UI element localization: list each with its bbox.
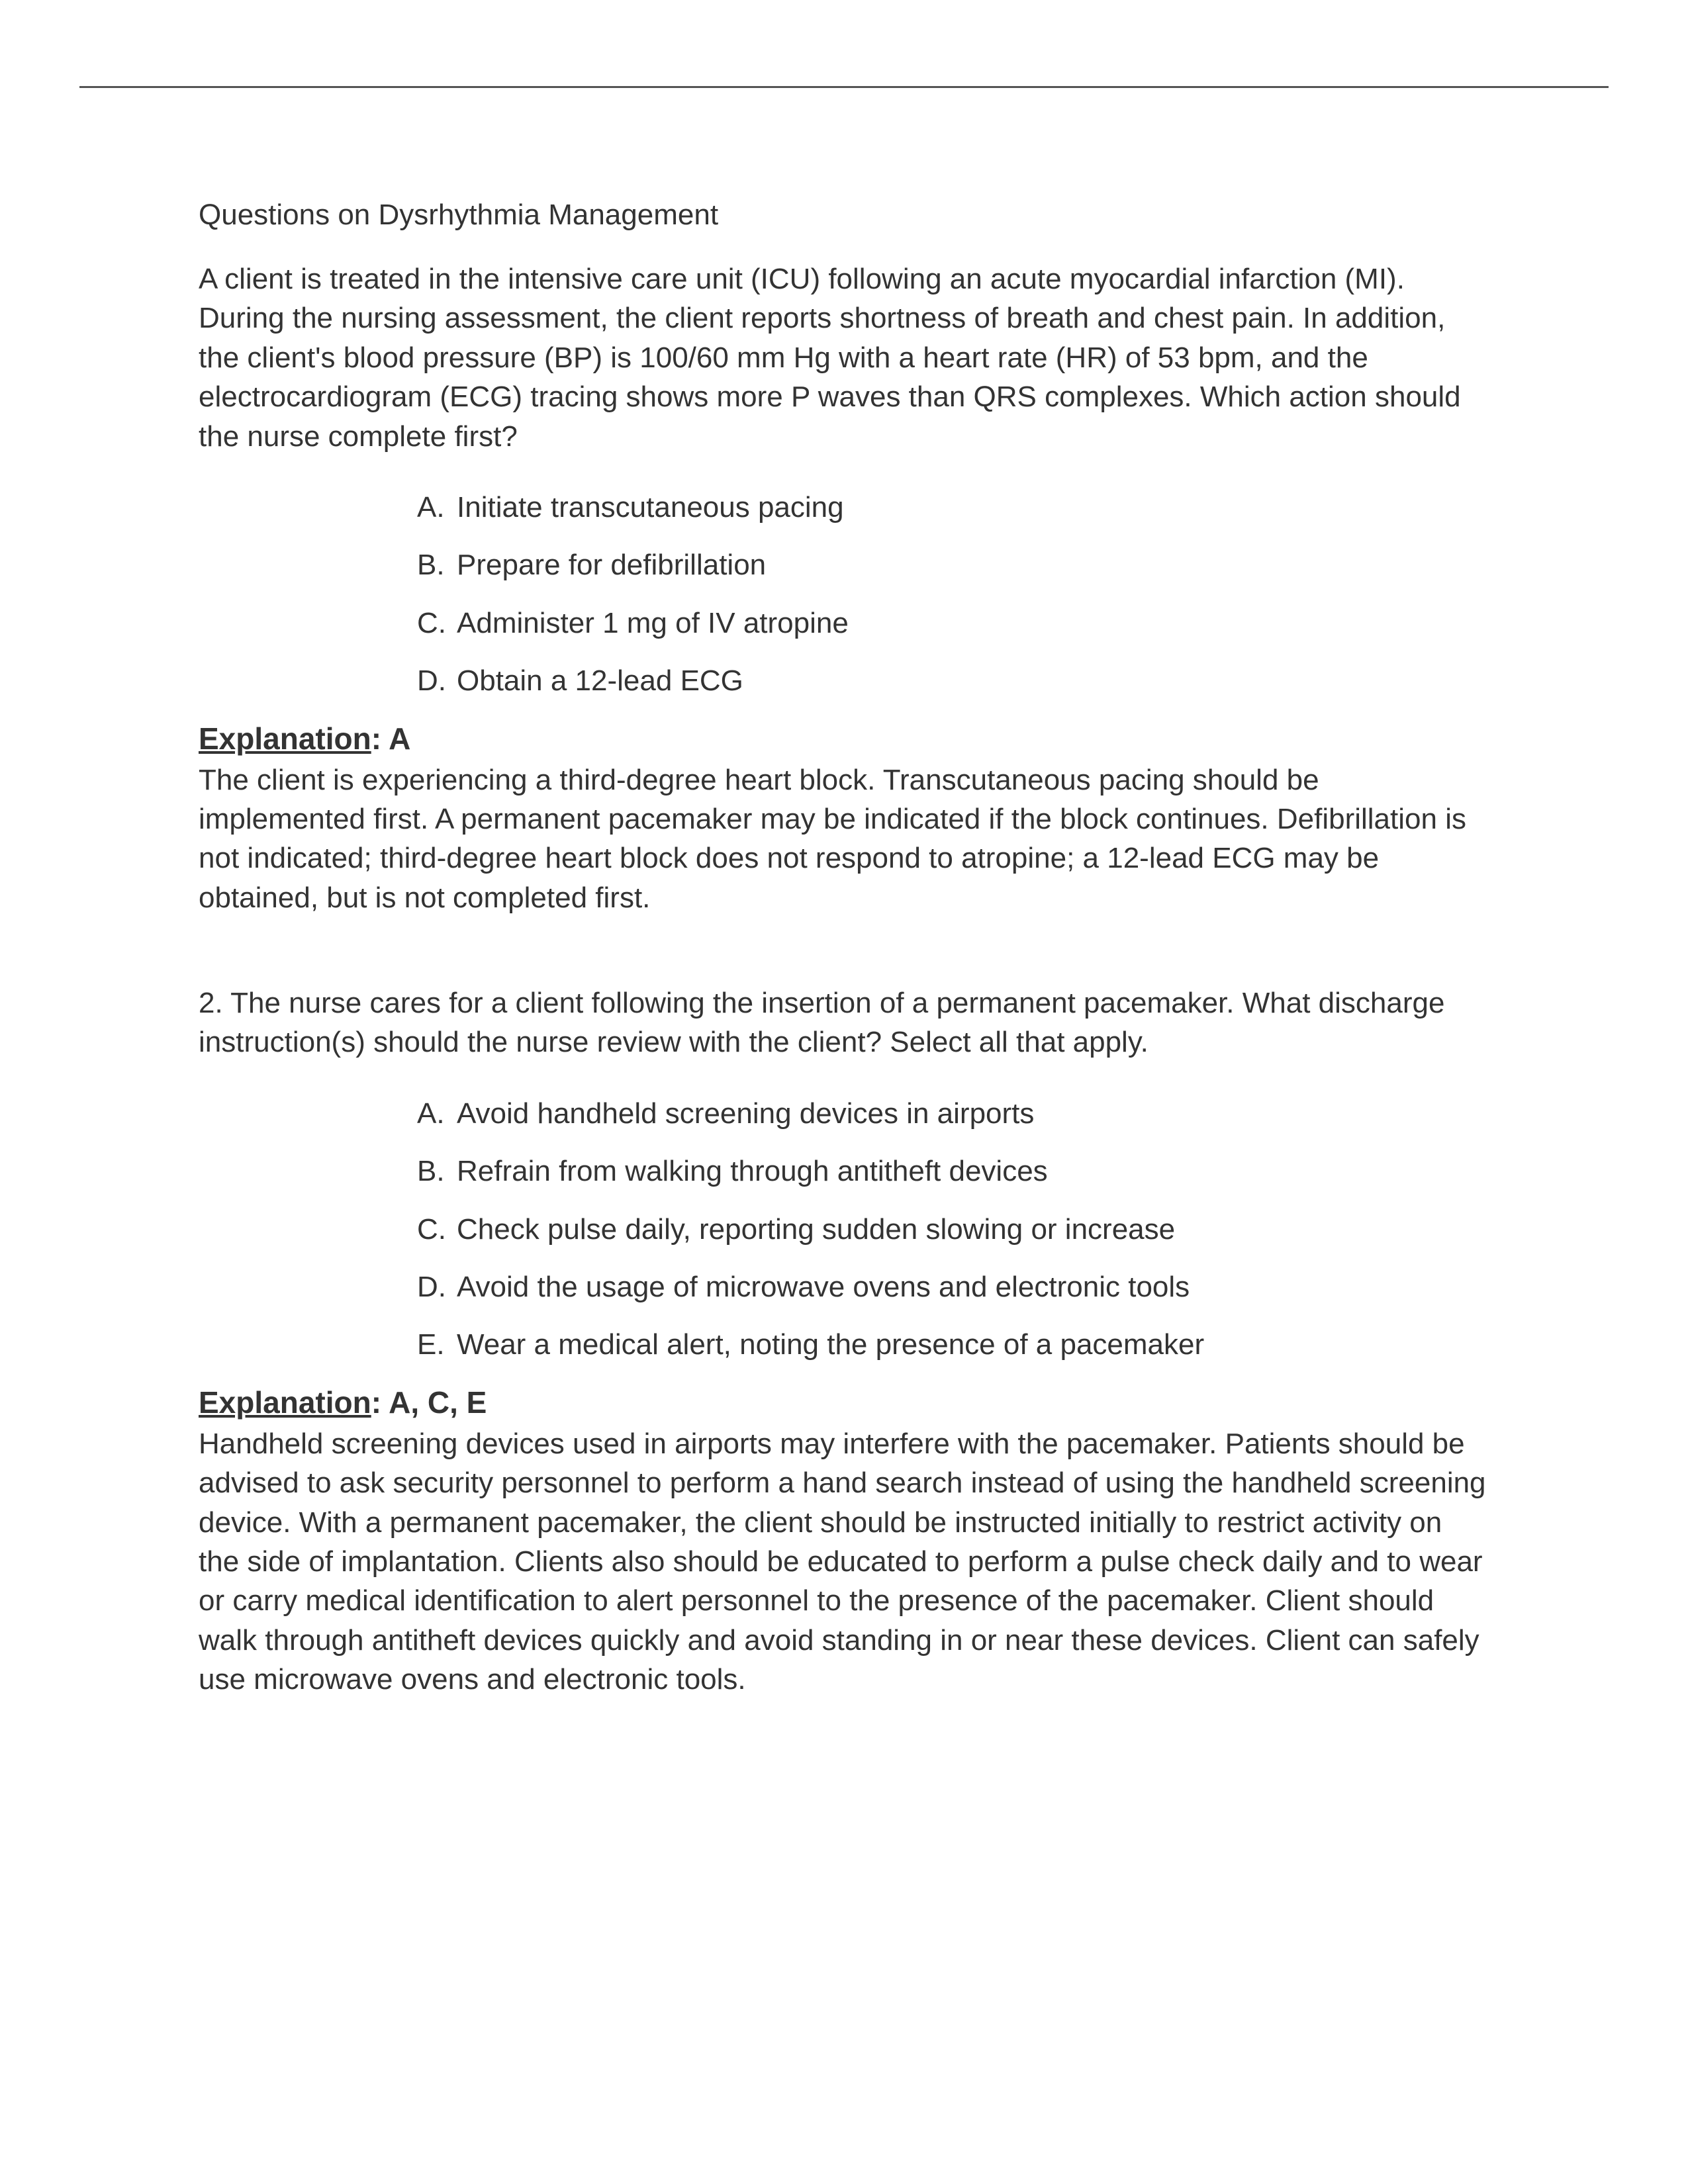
q2-explanation-heading: Explanation: A, C, E: [199, 1385, 1489, 1420]
explanation-colon: :: [371, 1385, 389, 1420]
option-letter: E.: [417, 1325, 457, 1364]
explanation-label: Explanation: [199, 1385, 371, 1420]
q2-explanation-body: Handheld screening devices used in airpo…: [199, 1424, 1489, 1700]
q2-option-e: E. Wear a medical alert, noting the pres…: [417, 1325, 1489, 1364]
q2-option-a: A. Avoid handheld screening devices in a…: [417, 1094, 1489, 1133]
option-text: Obtain a 12-lead ECG: [457, 661, 1489, 700]
option-text: Avoid handheld screening devices in airp…: [457, 1094, 1489, 1133]
question-1-prompt: A client is treated in the intensive car…: [199, 259, 1489, 456]
top-horizontal-rule: [79, 86, 1609, 88]
document-title: Questions on Dysrhythmia Management: [199, 199, 1489, 232]
q1-explanation-body: The client is experiencing a third-degre…: [199, 760, 1489, 918]
content-area: Questions on Dysrhythmia Management A cl…: [199, 199, 1489, 1766]
option-letter: B.: [417, 1152, 457, 1191]
q2-answer: A, C, E: [389, 1385, 487, 1420]
q1-option-a: A. Initiate transcutaneous pacing: [417, 488, 1489, 527]
explanation-label: Explanation: [199, 721, 371, 756]
option-text: Wear a medical alert, noting the presenc…: [457, 1325, 1489, 1364]
option-letter: A.: [417, 1094, 457, 1133]
explanation-colon: :: [371, 721, 389, 756]
question-2-prompt: 2. The nurse cares for a client followin…: [199, 983, 1489, 1062]
q1-option-c: C. Administer 1 mg of IV atropine: [417, 604, 1489, 643]
question-2-options: A. Avoid handheld screening devices in a…: [417, 1094, 1489, 1365]
option-letter: D.: [417, 661, 457, 700]
option-text: Administer 1 mg of IV atropine: [457, 604, 1489, 643]
option-text: Initiate transcutaneous pacing: [457, 488, 1489, 527]
q1-explanation-heading: Explanation: A: [199, 721, 1489, 756]
q1-option-b: B. Prepare for defibrillation: [417, 545, 1489, 584]
option-letter: C.: [417, 1210, 457, 1249]
option-text: Refrain from walking through antitheft d…: [457, 1152, 1489, 1191]
option-letter: C.: [417, 604, 457, 643]
option-letter: B.: [417, 545, 457, 584]
q2-option-c: C. Check pulse daily, reporting sudden s…: [417, 1210, 1489, 1249]
option-text: Prepare for defibrillation: [457, 545, 1489, 584]
option-text: Avoid the usage of microwave ovens and e…: [457, 1267, 1489, 1306]
option-letter: A.: [417, 488, 457, 527]
question-1-options: A. Initiate transcutaneous pacing B. Pre…: [417, 488, 1489, 701]
option-text: Check pulse daily, reporting sudden slow…: [457, 1210, 1489, 1249]
q2-option-b: B. Refrain from walking through antithef…: [417, 1152, 1489, 1191]
q1-option-d: D. Obtain a 12-lead ECG: [417, 661, 1489, 700]
option-letter: D.: [417, 1267, 457, 1306]
q1-answer: A: [389, 721, 410, 756]
q2-option-d: D. Avoid the usage of microwave ovens an…: [417, 1267, 1489, 1306]
document-page: Questions on Dysrhythmia Management A cl…: [0, 0, 1688, 2184]
